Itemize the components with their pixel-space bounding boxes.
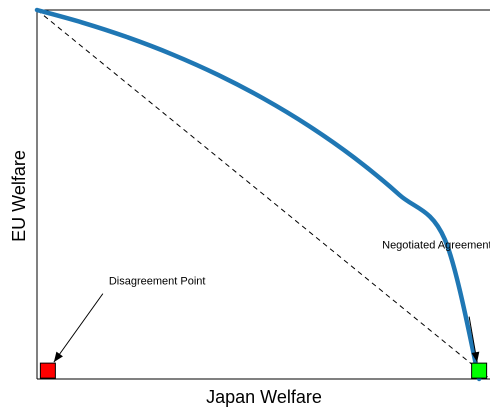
points-layer: Disagreement Point Negotiated Agreement (39, 240, 490, 379)
x-axis-label: Japan Welfare (206, 387, 322, 407)
disagreement-arrow-head (53, 351, 63, 363)
disagreement-point-label: Disagreement Point (109, 276, 206, 288)
disagreement-arrow-line (53, 293, 104, 363)
agreement-point-label: Negotiated Agreement (382, 240, 490, 252)
disagreement-point-marker (39, 362, 56, 379)
y-axis-label: EU Welfare (9, 150, 29, 242)
series-layer (34, 7, 490, 382)
agreement-arrow-head (471, 351, 480, 363)
agreement-point-marker (471, 362, 488, 379)
frontier-curve (34, 7, 482, 382)
reference-dashed-line (36, 9, 490, 380)
plot-frame (36, 9, 490, 380)
